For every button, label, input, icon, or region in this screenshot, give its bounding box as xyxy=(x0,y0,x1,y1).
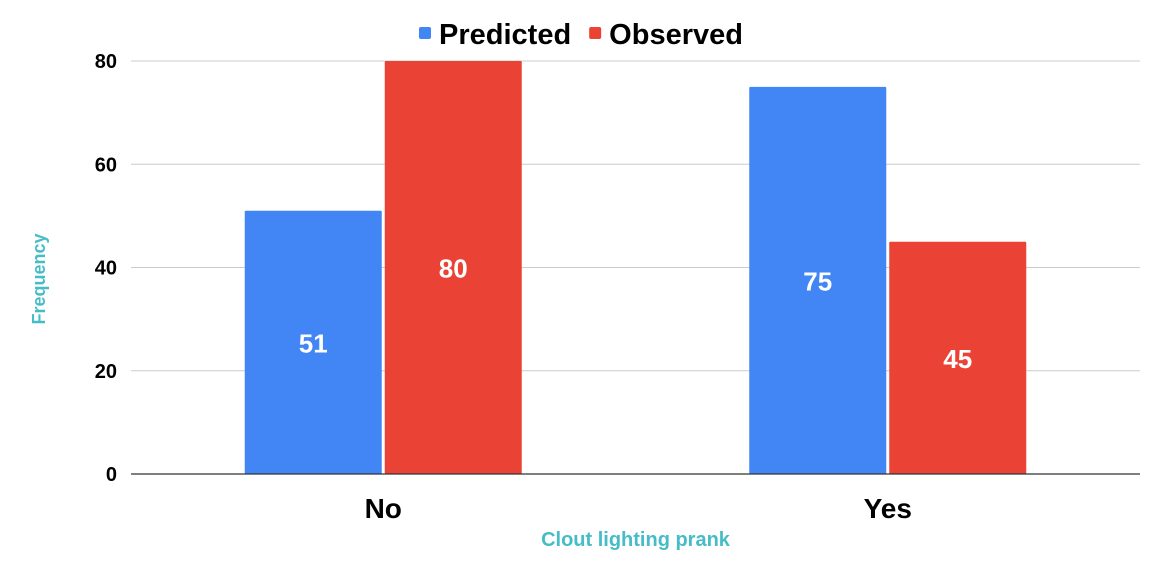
bar-observed-yes xyxy=(889,241,1027,474)
legend-swatch-observed xyxy=(589,27,602,39)
x-tick-label: No xyxy=(365,493,402,524)
data-label: 45 xyxy=(943,344,972,374)
bar-observed-no xyxy=(384,61,522,474)
data-labels: 51 80 75 45 xyxy=(299,254,972,374)
legend: Predicted Observed xyxy=(419,19,743,51)
y-axis-ticks: 0 20 40 60 80 xyxy=(95,51,117,486)
y-tick-label: 0 xyxy=(106,464,117,486)
bars xyxy=(244,61,1027,474)
x-axis-title: Clout lighting prank xyxy=(541,529,731,551)
legend-label-observed: Observed xyxy=(609,19,743,51)
y-tick-label: 20 xyxy=(95,361,117,383)
y-tick-label: 40 xyxy=(95,258,117,280)
bar-predicted-yes xyxy=(749,86,887,474)
x-axis-ticks: No Yes xyxy=(365,493,912,524)
y-axis-title: Frequency xyxy=(29,233,49,324)
y-tick-label: 80 xyxy=(95,51,117,73)
legend-swatch-predicted xyxy=(419,27,431,39)
data-label: 75 xyxy=(803,266,832,296)
bar-predicted-no xyxy=(244,210,382,474)
legend-label-predicted: Predicted xyxy=(439,19,571,51)
data-label: 51 xyxy=(299,328,328,358)
y-tick-label: 60 xyxy=(95,154,117,176)
x-tick-label: Yes xyxy=(864,493,912,524)
data-label: 80 xyxy=(439,254,468,284)
